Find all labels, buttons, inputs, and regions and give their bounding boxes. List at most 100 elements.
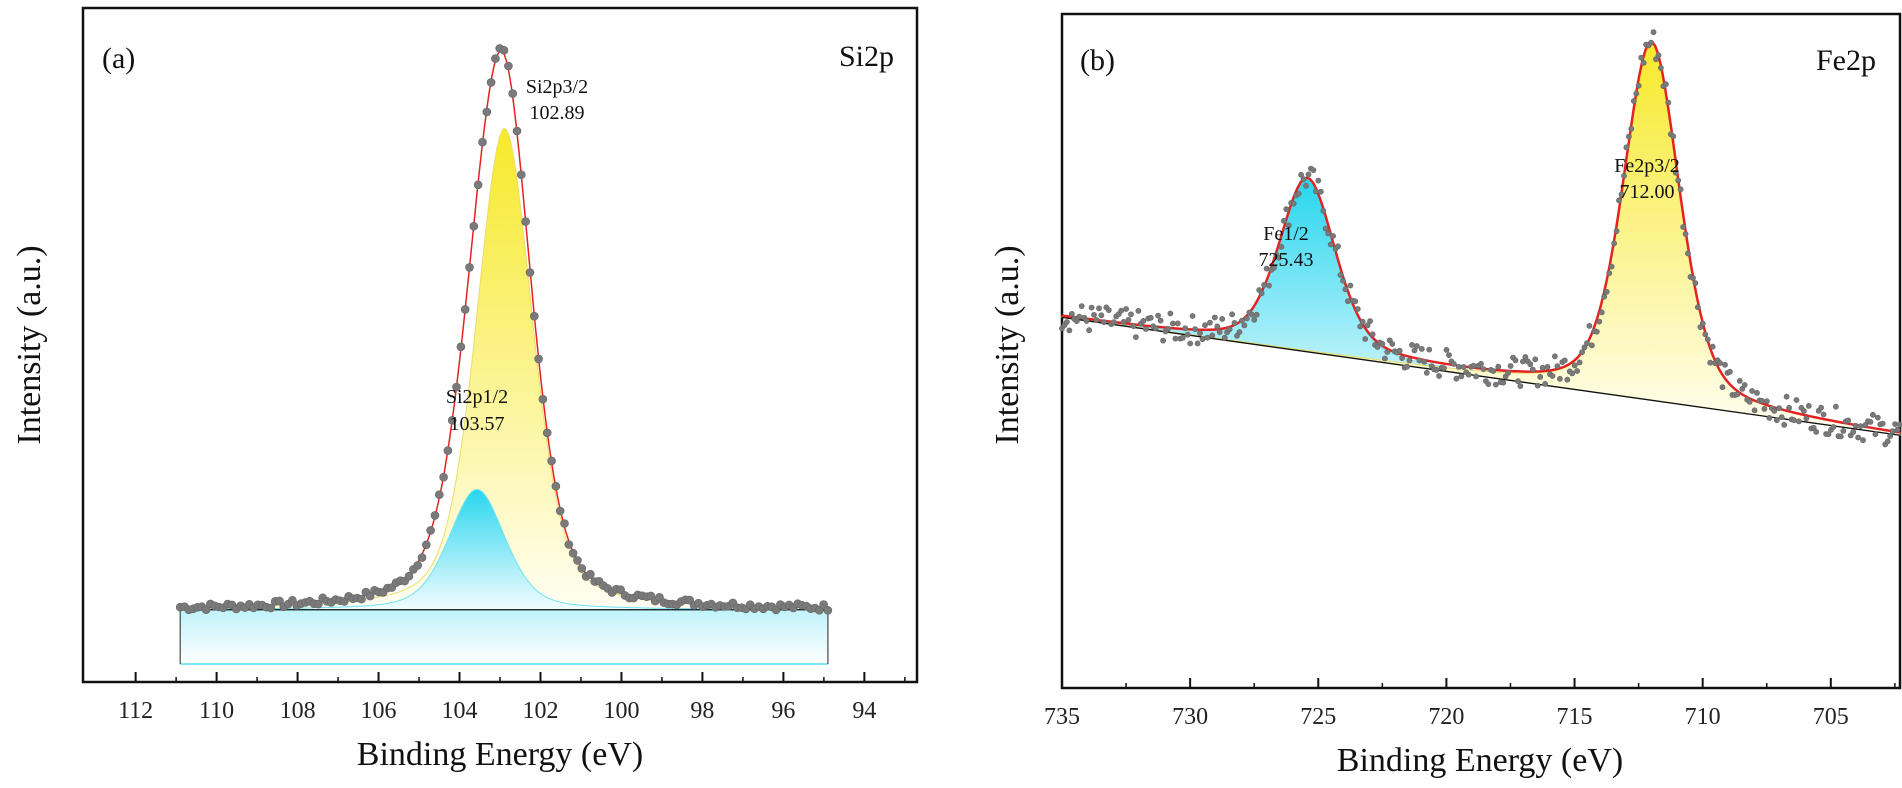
data-point [1362, 336, 1369, 342]
data-point [1248, 311, 1255, 318]
data-point [1441, 365, 1447, 371]
data-point [1874, 414, 1881, 421]
data-point [1152, 325, 1159, 332]
data-point [1557, 375, 1563, 382]
data-point [512, 126, 522, 136]
data-point [1142, 325, 1149, 332]
data-point [1315, 177, 1322, 184]
data-point [547, 456, 556, 466]
data-point [616, 585, 625, 595]
data-point [1695, 304, 1701, 311]
data-point [1810, 424, 1817, 431]
panel-label: (b) [1080, 44, 1115, 77]
data-point [1310, 167, 1317, 173]
data-points [175, 44, 833, 615]
data-point [1685, 250, 1691, 257]
panel-label: (a) [102, 42, 135, 75]
data-point [1172, 335, 1179, 342]
data-point [1534, 382, 1541, 389]
x-tick-label: 96 [771, 698, 795, 724]
data-point [1478, 360, 1484, 367]
data-point [1574, 368, 1580, 374]
x-tick-label: 730 [1172, 704, 1208, 730]
data-point [1253, 311, 1260, 318]
data-point [1357, 323, 1364, 330]
data-point [525, 268, 535, 277]
data-point [1704, 336, 1711, 343]
data-point [1897, 421, 1902, 428]
data-point [1285, 222, 1292, 229]
data-point [1537, 373, 1544, 380]
data-point [529, 311, 539, 321]
data-point [417, 553, 427, 562]
data-point [1160, 337, 1166, 344]
data-point [1110, 319, 1117, 325]
data-point [1576, 359, 1583, 366]
data-point [1174, 320, 1181, 327]
data-point [1630, 98, 1637, 104]
data-point [1337, 272, 1344, 278]
data-point [447, 415, 457, 425]
data-point [1384, 349, 1391, 355]
data-point [1076, 313, 1083, 320]
data-point [1189, 313, 1196, 319]
data-point [314, 599, 323, 609]
data-point [1571, 362, 1578, 369]
data-point [1411, 347, 1418, 354]
data-point [819, 600, 828, 609]
data-point [465, 263, 474, 272]
data-point [1840, 427, 1847, 434]
data-point [404, 571, 414, 581]
data-point [1564, 376, 1571, 383]
data-point [1699, 320, 1706, 327]
data-point [482, 107, 492, 117]
data-point [1133, 334, 1139, 340]
data-point [1855, 434, 1861, 441]
data-point [1406, 357, 1413, 364]
data-point [1120, 318, 1127, 325]
data-point [1650, 29, 1657, 36]
data-point [521, 217, 530, 226]
data-point [439, 472, 448, 482]
data-point [1170, 320, 1176, 327]
data-point [1187, 340, 1194, 347]
data-point [1251, 316, 1258, 323]
data-point [1261, 281, 1267, 288]
data-point [1492, 381, 1499, 388]
data-point [443, 446, 453, 455]
data-point [1776, 405, 1783, 412]
data-point [1216, 329, 1223, 335]
data-point [1140, 317, 1147, 324]
peak-label: Si2p1/2 [446, 386, 508, 408]
x-tick-label: 98 [690, 698, 714, 724]
data-point [1586, 322, 1593, 329]
data-point [1226, 326, 1233, 333]
peak-label: Si2p3/2 [526, 76, 588, 98]
plot-frame [1060, 12, 1902, 690]
data-point [1455, 363, 1462, 370]
data-point [1579, 349, 1585, 355]
y-axis-title: Intensity (a.u.) [989, 245, 1026, 444]
data-point [1845, 417, 1852, 424]
data-point [1179, 334, 1186, 341]
data-point [1147, 314, 1154, 321]
data-point [1766, 414, 1773, 421]
data-point [1313, 188, 1319, 195]
data-point [1244, 315, 1250, 322]
data-point [1727, 368, 1733, 375]
data-point [1389, 341, 1396, 347]
data-point [1204, 334, 1211, 341]
data-point [534, 354, 543, 364]
data-point [1352, 298, 1359, 305]
data-point [1830, 424, 1837, 430]
data-point [1791, 417, 1797, 424]
data-point [1295, 190, 1302, 197]
data-point [1091, 311, 1097, 318]
data-point [1857, 423, 1864, 429]
data-point [1473, 373, 1479, 380]
data-point [1746, 398, 1753, 405]
data-point [1423, 369, 1430, 376]
data-point [1086, 327, 1092, 334]
data-point [1527, 361, 1534, 368]
data-point [1202, 322, 1208, 329]
